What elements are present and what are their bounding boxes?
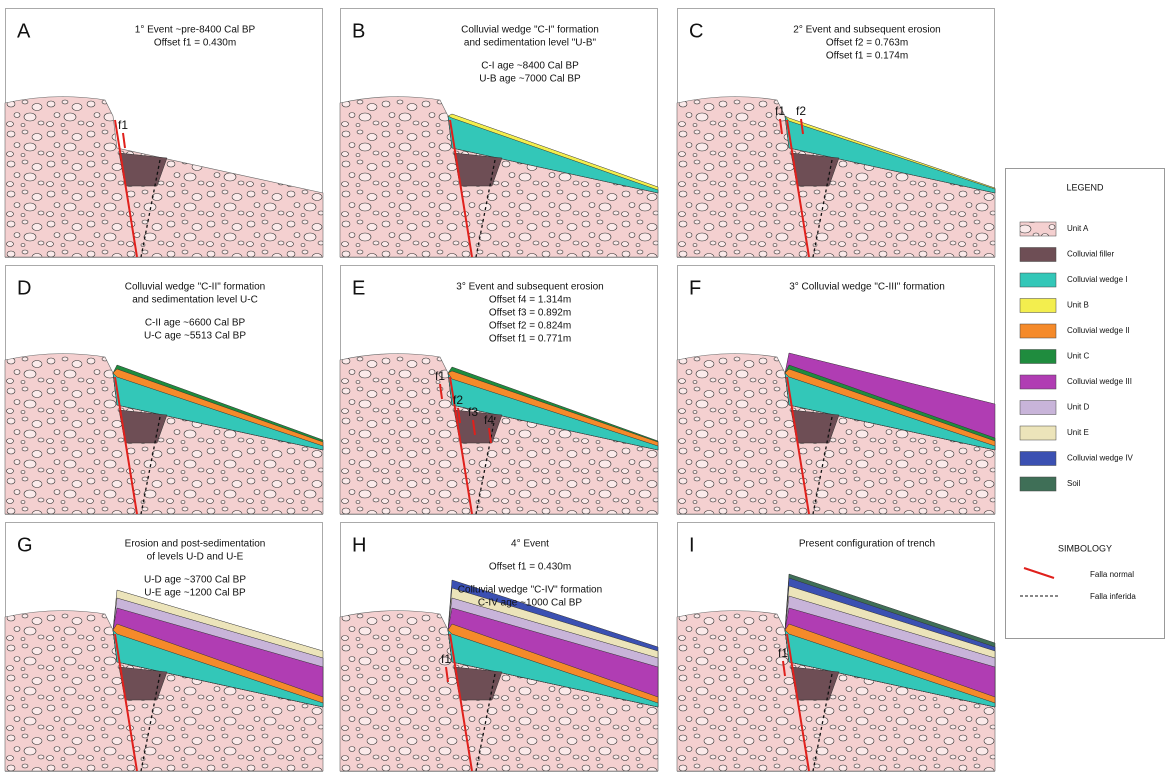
fault-label: f1 — [118, 118, 128, 132]
legend-label: Colluvial wedge III — [1067, 377, 1132, 386]
panel-letter: G — [17, 534, 33, 556]
panel-letter: B — [352, 20, 365, 42]
panel-text: of levels U-D and U-E — [147, 552, 244, 563]
panel-text: Erosion and post-sedimentation — [125, 539, 266, 550]
fault-label: f1 — [775, 104, 785, 118]
legend-swatch — [1020, 401, 1056, 415]
fault-label: f1 — [441, 652, 451, 666]
legend-swatch — [1020, 477, 1056, 491]
symbology-label: Falla inferida — [1090, 592, 1136, 601]
legend-swatch — [1020, 299, 1056, 313]
legend-swatch — [1020, 324, 1056, 338]
panel: C 2° Event and subsequent erosion Offset f… — [677, 9, 995, 258]
panel-text: U-E age ~1200 Cal BP — [144, 588, 246, 599]
panel-letter: D — [17, 277, 31, 299]
legend-label: Unit E — [1067, 428, 1089, 437]
panel-text: C-IV age ~1000 Cal BP — [478, 598, 583, 609]
symbology-label: Falla normal — [1090, 570, 1134, 579]
panel-letter: F — [689, 277, 701, 299]
fault-label: f2 — [453, 393, 463, 407]
panel-text: Offset f2 = 0.763m — [826, 38, 908, 49]
panel-letter: E — [352, 277, 365, 299]
panel: A 1° Event ~pre-8400 Cal BP Offset f1 = 0.… — [5, 9, 323, 258]
panel-text: Offset f3 = 0.892m — [489, 308, 571, 319]
panel-text: Present configuration of trench — [799, 539, 935, 550]
legend-label: Soil — [1067, 479, 1081, 488]
legend-label: Unit D — [1067, 403, 1089, 412]
legend-swatch — [1020, 452, 1056, 466]
figure: A 1° Event ~pre-8400 Cal BP Offset f1 = 0.… — [0, 0, 1170, 774]
panel-text: Offset f1 = 0.430m — [489, 562, 571, 573]
panel-text: and sedimentation level "U-B" — [464, 38, 597, 49]
legend-label: Colluvial wedge IV — [1067, 454, 1133, 463]
panel-text: Offset f4 = 1.314m — [489, 295, 571, 306]
legend-swatch — [1020, 273, 1056, 287]
panel-letter: A — [17, 20, 31, 42]
legend-label: Unit C — [1067, 352, 1089, 361]
panel-text: 4° Event — [511, 539, 549, 550]
panel-text: Offset f2 = 0.824m — [489, 321, 571, 332]
panel: I Present configuration of trench f1 — [677, 523, 995, 772]
legend-title: LEGEND — [1066, 182, 1104, 192]
panel-text: Colluvial wedge "C-II" formation — [125, 282, 266, 293]
panel: B Colluvial wedge "C-I" formation and sedi… — [340, 9, 658, 258]
legend-label: Colluvial filler — [1067, 250, 1114, 259]
panel: E 3° Event and subsequent erosion Offset f… — [340, 266, 658, 515]
legend-swatch — [1020, 222, 1056, 236]
panel: H 4° Event Offset f1 = 0.430m Colluvial wed… — [340, 523, 658, 772]
panel-text: U-B age ~7000 Cal BP — [479, 74, 581, 85]
legend-swatch — [1020, 426, 1056, 440]
symbology-title: SIMBOLOGY — [1058, 543, 1112, 553]
panel-text: Colluvial wedge "C-I" formation — [461, 25, 599, 36]
panel-text: Colluvial wedge "C-IV" formation — [458, 585, 602, 596]
panel: F 3° Colluvial wedge "C-III" formation — [677, 266, 995, 515]
fault-label: f4 — [484, 413, 494, 427]
fault-label: f2 — [796, 104, 806, 118]
panel-text: 1° Event ~pre-8400 Cal BP — [135, 25, 256, 36]
panel-text: C-I age ~8400 Cal BP — [481, 61, 579, 72]
legend-swatch — [1020, 350, 1056, 364]
panel-text: 3° Event and subsequent erosion — [456, 282, 603, 293]
panel-text: 2° Event and subsequent erosion — [793, 25, 940, 36]
panel-letter: H — [352, 534, 366, 556]
legend: LEGEND Unit A Colluvial filler Colluvial we… — [1006, 169, 1165, 639]
panel-text: U-D age ~3700 Cal BP — [144, 575, 246, 586]
panel-text: U-C age ~5513 Cal BP — [144, 331, 246, 342]
legend-label: Unit A — [1067, 224, 1089, 233]
panel-text: Offset f1 = 0.430m — [154, 38, 236, 49]
legend-label: Colluvial wedge II — [1067, 326, 1130, 335]
panel-text: Offset f1 = 0.174m — [826, 51, 908, 62]
panel-text: 3° Colluvial wedge "C-III" formation — [789, 282, 945, 293]
panel: D Colluvial wedge "C-II" formation and sed… — [5, 266, 323, 515]
panel-letter: C — [689, 20, 703, 42]
panel-text: and sedimentation level U-C — [132, 295, 258, 306]
fault-label: f3 — [468, 405, 478, 419]
legend-label: Colluvial wedge I — [1067, 275, 1127, 284]
panel-letter: I — [689, 534, 695, 556]
fault-label: f1 — [435, 369, 445, 383]
fault-label: f1 — [778, 646, 788, 660]
panel-text: C-II age ~6600 Cal BP — [145, 318, 246, 329]
legend-swatch — [1020, 375, 1056, 389]
panel: G Erosion and post-sedimentation of levels… — [5, 523, 323, 772]
legend-label: Unit B — [1067, 301, 1089, 310]
legend-swatch — [1020, 248, 1056, 262]
panel-text: Offset f1 = 0.771m — [489, 334, 571, 345]
